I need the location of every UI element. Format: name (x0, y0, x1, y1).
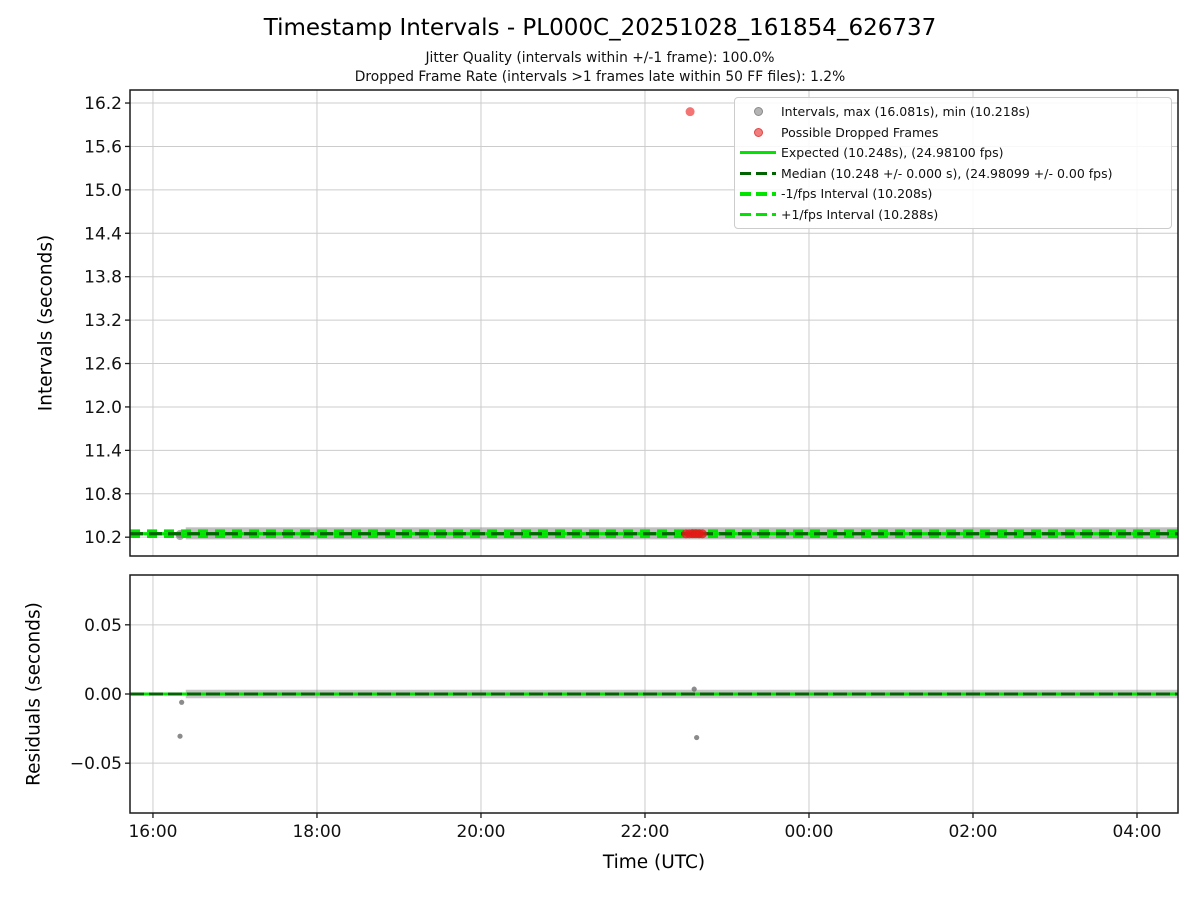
legend-label-dropped-frames: Possible Dropped Frames (781, 124, 939, 140)
possible-dropped-frames-points (681, 107, 707, 539)
dropped-frames-dot-icon (735, 127, 781, 137)
legend-item-plus-1fps: +1/fps Interval (10.288s) (735, 204, 1171, 224)
svg-text:16:00: 16:00 (128, 822, 177, 842)
median-dashed-line-icon (735, 171, 781, 175)
svg-text:0.05: 0.05 (84, 616, 122, 636)
minus-1fps-dashed-line-icon (735, 192, 781, 196)
svg-text:04:00: 04:00 (1112, 822, 1161, 842)
residual-outlier-points (177, 686, 700, 741)
svg-text:10.2: 10.2 (84, 528, 122, 548)
page-title: Timestamp Intervals - PL000C_20251028_16… (263, 15, 937, 41)
plus-1fps-dashed-line-icon (735, 212, 781, 217)
svg-text:22:00: 22:00 (620, 822, 669, 842)
legend-label-plus-1fps: +1/fps Interval (10.288s) (781, 206, 939, 222)
intervals-dot-icon (735, 107, 781, 117)
legend-item-intervals: Intervals, max (16.081s), min (10.218s) (735, 102, 1171, 122)
legend-label-expected: Expected (10.248s), (24.98100 fps) (781, 145, 1004, 161)
svg-text:00:00: 00:00 (784, 822, 833, 842)
expected-line-icon (735, 150, 781, 155)
tick-marks-and-labels: 10.2 10.8 11.4 12.0 12.6 13.2 13.8 14.4 15.0 15.6… (70, 94, 1162, 842)
legend-item-dropped-frames: Possible Dropped Frames (735, 122, 1171, 142)
svg-text:13.2: 13.2 (84, 311, 122, 331)
svg-text:16.2: 16.2 (84, 94, 122, 114)
legend-item-expected: Expected (10.248s), (24.98100 fps) (735, 143, 1171, 163)
svg-text:15.6: 15.6 (84, 137, 122, 157)
legend-item-minus-1fps: -1/fps Interval (10.208s) (735, 184, 1171, 204)
svg-text:−0.05: −0.05 (70, 754, 122, 774)
legend-label-median: Median (10.248 +/- 0.000 s), (24.98099 +… (781, 165, 1113, 181)
top-plot-y-axis-label: Intervals (seconds) (35, 234, 57, 412)
subtitle-jitter-quality: Jitter Quality (intervals within +/-1 fr… (425, 50, 775, 66)
svg-text:20:00: 20:00 (456, 822, 505, 842)
svg-text:15.0: 15.0 (84, 181, 122, 201)
svg-text:14.4: 14.4 (84, 224, 122, 244)
svg-text:10.8: 10.8 (84, 485, 122, 505)
svg-text:12.6: 12.6 (84, 355, 122, 375)
svg-text:12.0: 12.0 (84, 398, 122, 418)
reference-lines-top (130, 529, 1178, 539)
svg-text:18:00: 18:00 (292, 822, 341, 842)
subtitle-dropped-frame-rate: Dropped Frame Rate (intervals >1 frames … (354, 69, 846, 85)
legend-label-intervals: Intervals, max (16.081s), min (10.218s) (781, 104, 1031, 120)
legend-label-minus-1fps: -1/fps Interval (10.208s) (781, 186, 933, 202)
svg-text:11.4: 11.4 (84, 441, 122, 461)
svg-text:02:00: 02:00 (948, 822, 997, 842)
x-axis-label: Time (UTC) (602, 852, 706, 873)
gridlines (130, 90, 1178, 813)
svg-text:13.8: 13.8 (84, 268, 122, 288)
legend: Intervals, max (16.081s), min (10.218s) … (734, 97, 1172, 229)
legend-item-median: Median (10.248 +/- 0.000 s), (24.98099 +… (735, 163, 1171, 183)
svg-text:0.00: 0.00 (84, 685, 122, 705)
bottom-plot-y-axis-label: Residuals (seconds) (23, 602, 45, 786)
